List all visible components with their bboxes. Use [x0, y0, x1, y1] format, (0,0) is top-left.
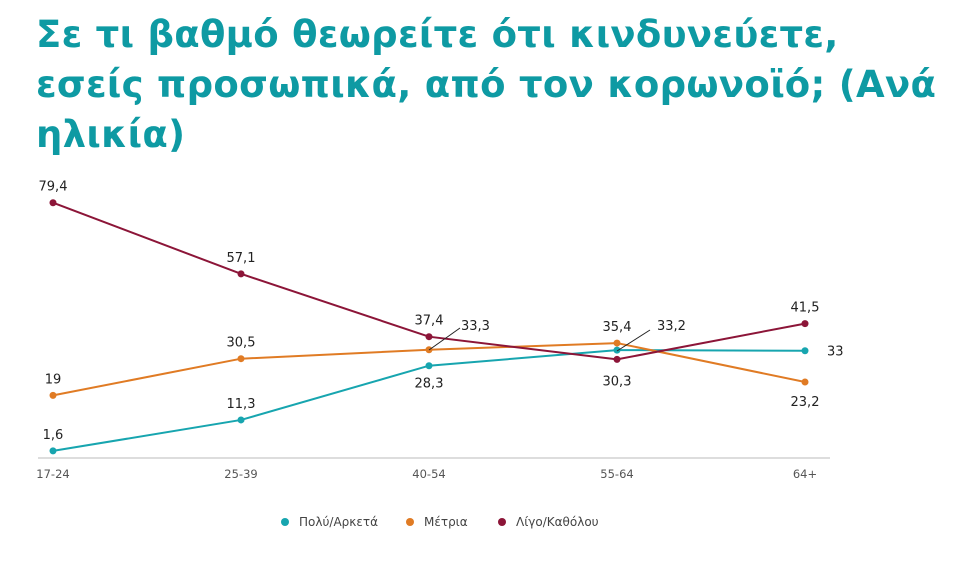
x-tick-label: 17-24 — [36, 467, 69, 481]
data-point — [801, 320, 809, 328]
data-label: 19 — [45, 372, 62, 387]
data-point — [613, 355, 621, 363]
data-point — [613, 339, 621, 347]
label-leader-line — [616, 329, 651, 352]
data-point — [613, 346, 621, 354]
data-point — [237, 416, 245, 424]
data-label: 57,1 — [227, 251, 256, 266]
legend-marker — [281, 518, 289, 526]
x-tick-label: 40-54 — [412, 467, 445, 481]
data-label: 30,3 — [603, 374, 632, 389]
x-tick-label: 64+ — [793, 467, 817, 481]
data-label: 33,2 — [657, 319, 686, 334]
legend-label: Μέτρια — [424, 515, 468, 529]
data-point — [801, 378, 809, 386]
data-point — [49, 447, 57, 455]
x-tick-label: 55-64 — [600, 467, 633, 481]
data-label: 11,3 — [227, 397, 256, 412]
data-label: 79,4 — [39, 180, 68, 195]
data-label: 30,5 — [227, 336, 256, 351]
data-point — [237, 355, 245, 363]
data-label: 28,3 — [415, 377, 444, 392]
chart-title: Σε τι βαθμό θεωρείτε ότι κινδυνεύετε, εσ… — [36, 13, 937, 156]
data-point — [425, 333, 433, 341]
data-label: 37,4 — [415, 314, 444, 329]
legend-label: Πολύ/Αρκετά — [299, 515, 378, 529]
data-label: 41,5 — [791, 301, 820, 316]
data-label: 1,6 — [43, 428, 64, 443]
data-label: 33 — [827, 345, 844, 360]
data-label: 35,4 — [603, 320, 632, 335]
legend-marker — [498, 518, 506, 526]
data-point — [49, 199, 57, 207]
legend-marker — [406, 518, 414, 526]
x-tick-label: 25-39 — [224, 467, 257, 481]
label-leader-line — [428, 327, 461, 351]
legend-label: Λίγο/Καθόλου — [516, 515, 599, 529]
data-point — [49, 391, 57, 399]
data-point — [237, 270, 245, 278]
data-label: 33,3 — [461, 319, 490, 334]
data-label: 23,2 — [791, 395, 820, 410]
data-point — [801, 347, 809, 355]
data-point — [425, 362, 433, 370]
